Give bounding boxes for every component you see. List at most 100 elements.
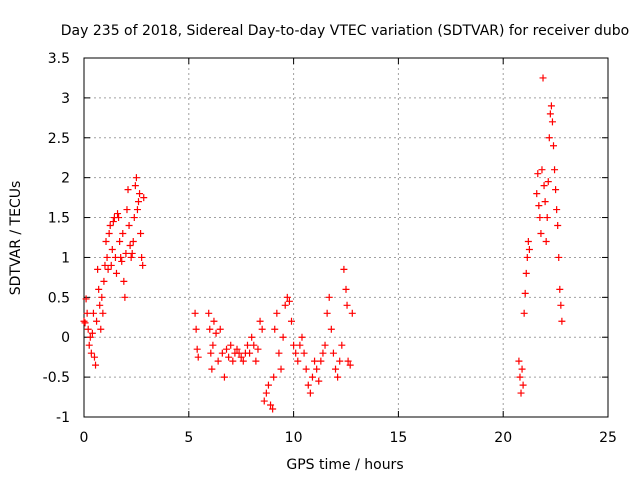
data-point-marker xyxy=(344,357,352,365)
data-point-marker xyxy=(538,166,546,174)
data-point-marker xyxy=(191,309,199,317)
data-point-marker xyxy=(100,277,108,285)
data-point-marker xyxy=(543,214,551,222)
data-point-marker xyxy=(557,301,565,309)
y-tick-label: -1 xyxy=(56,410,70,426)
data-point-marker xyxy=(308,373,316,381)
data-point-marker xyxy=(346,361,354,369)
data-point-marker xyxy=(206,325,214,333)
data-point-marker xyxy=(218,349,226,357)
data-point-marker xyxy=(216,325,224,333)
data-point-marker xyxy=(132,174,140,182)
data-point-marker xyxy=(84,325,92,333)
data-point-marker xyxy=(112,269,120,277)
data-point-marker xyxy=(248,333,256,341)
data-point-marker xyxy=(101,261,109,269)
data-point-marker xyxy=(99,309,107,317)
data-point-marker xyxy=(552,186,560,194)
data-point-marker xyxy=(130,214,138,222)
y-tick-label: 3.5 xyxy=(48,51,70,67)
data-point-marker xyxy=(545,134,553,142)
data-point-marker xyxy=(243,341,251,349)
data-point-marker xyxy=(123,206,131,214)
data-point-marker xyxy=(283,293,291,301)
y-tick-label: 2.5 xyxy=(48,131,70,147)
data-point-marker xyxy=(327,325,335,333)
data-point-marker xyxy=(131,182,139,190)
data-point-marker xyxy=(205,309,213,317)
data-point-marker xyxy=(541,198,549,206)
data-point-marker xyxy=(83,309,91,317)
data-point-marker xyxy=(343,301,351,309)
data-point-marker xyxy=(87,349,95,357)
data-point-marker xyxy=(134,198,142,206)
data-point-marker xyxy=(292,349,300,357)
data-point-marker xyxy=(294,357,302,365)
data-point-marker xyxy=(550,142,558,150)
data-point-marker xyxy=(225,353,233,361)
data-point-marker xyxy=(348,309,356,317)
data-point-marker xyxy=(104,265,112,273)
plot-frame xyxy=(83,57,609,418)
data-point-marker xyxy=(317,357,325,365)
data-point-marker xyxy=(336,357,344,365)
y-tick-label: 2 xyxy=(61,171,70,187)
x-tick-label: 20 xyxy=(494,430,512,446)
data-point-marker xyxy=(109,218,117,226)
data-point-marker xyxy=(269,405,277,413)
data-point-marker xyxy=(93,317,101,325)
data-point-marker xyxy=(518,365,526,373)
x-tick-label: 25 xyxy=(599,430,617,446)
data-point-marker xyxy=(122,249,130,257)
data-point-marker xyxy=(262,389,270,397)
data-point-marker xyxy=(296,341,304,349)
data-point-marker xyxy=(106,222,114,230)
data-point-marker xyxy=(323,309,331,317)
data-point-marker xyxy=(290,341,298,349)
data-point-marker xyxy=(300,349,308,357)
data-point-marker xyxy=(194,353,202,361)
data-point-marker xyxy=(88,329,96,337)
data-point-marker xyxy=(302,365,310,373)
data-point-marker xyxy=(97,325,105,333)
data-point-marker xyxy=(271,325,279,333)
data-point-marker xyxy=(553,206,561,214)
data-point-marker xyxy=(95,285,103,293)
x-tick-label: 15 xyxy=(389,430,407,446)
data-point-marker xyxy=(227,341,235,349)
grid-layer xyxy=(84,58,608,417)
data-point-marker xyxy=(285,297,293,305)
data-point-marker xyxy=(114,210,122,218)
data-point-marker xyxy=(139,261,147,269)
data-point-marker xyxy=(338,341,346,349)
data-point-marker xyxy=(556,285,564,293)
data-point-marker xyxy=(254,345,262,353)
data-point-marker xyxy=(220,373,228,381)
data-point-marker xyxy=(311,357,319,365)
data-point-marker xyxy=(325,293,333,301)
data-point-marker xyxy=(264,381,272,389)
data-point-marker xyxy=(260,397,268,405)
data-point-marker xyxy=(319,349,327,357)
y-tick-label: 0 xyxy=(61,330,70,346)
data-point-marker xyxy=(115,214,123,222)
data-point-marker xyxy=(555,253,563,261)
data-point-marker xyxy=(540,182,548,190)
data-point-marker xyxy=(519,381,527,389)
data-point-marker xyxy=(207,349,215,357)
data-point-marker xyxy=(273,309,281,317)
data-point-marker xyxy=(277,365,285,373)
data-point-marker xyxy=(275,349,283,357)
data-point-marker xyxy=(279,333,287,341)
x-tick-label: 0 xyxy=(80,430,89,446)
data-point-marker xyxy=(82,295,90,303)
data-point-marker xyxy=(304,381,312,389)
data-point-marker xyxy=(108,245,116,253)
data-point-marker xyxy=(250,341,258,349)
data-point-marker xyxy=(192,325,200,333)
data-point-marker xyxy=(85,341,93,349)
data-point-marker xyxy=(516,373,524,381)
data-point-marker xyxy=(515,357,523,365)
data-point-marker xyxy=(138,253,146,261)
